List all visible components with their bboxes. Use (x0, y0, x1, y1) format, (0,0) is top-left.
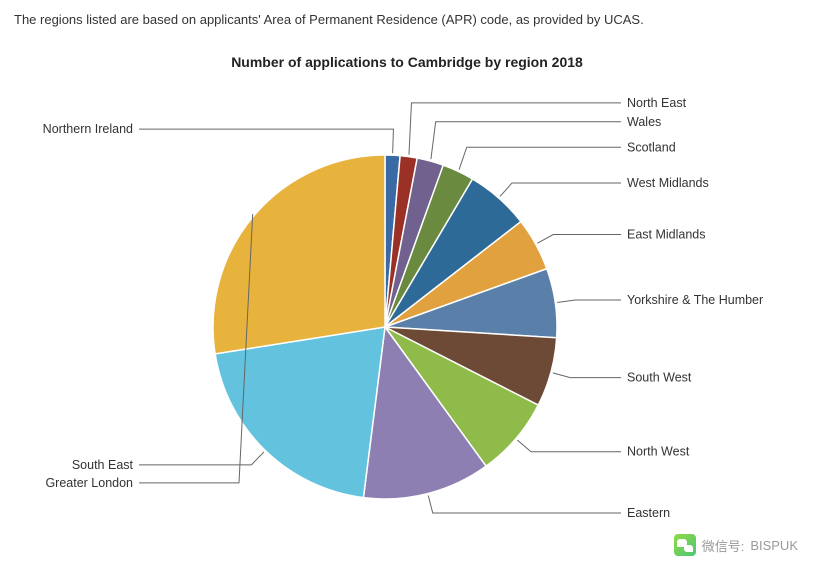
watermark-id: BISPUK (750, 538, 798, 553)
pie-chart-svg: Northern Ireland North East Wales Scotland W… (0, 72, 814, 542)
leader-line (139, 452, 264, 465)
slice-label: North East (627, 96, 687, 110)
leader-line (139, 129, 393, 153)
slice-label: East Midlands (627, 228, 706, 242)
wechat-icon (674, 534, 696, 556)
slice-label: Northern Ireland (43, 122, 133, 136)
slice-label: South West (627, 371, 692, 385)
slice-label: South East (72, 458, 134, 472)
leader-line (500, 183, 621, 197)
leader-line (431, 122, 621, 159)
pie-chart: Northern Ireland North East Wales Scotland W… (0, 72, 814, 542)
watermark: 微信号: BISPUK (674, 534, 798, 556)
pie-slice (215, 327, 385, 498)
slice-label: Wales (627, 115, 661, 129)
description-text: The regions listed are based on applican… (14, 12, 644, 27)
leader-line (557, 300, 621, 303)
slice-label: North West (627, 445, 690, 459)
slice-label: Yorkshire & The Humber (627, 293, 763, 307)
leader-line (553, 373, 621, 378)
slice-label: Eastern (627, 506, 670, 520)
leader-line (517, 440, 621, 452)
leader-line (428, 496, 621, 513)
chart-title: Number of applications to Cambridge by r… (0, 54, 814, 70)
slice-label: West Midlands (627, 176, 709, 190)
leader-line (459, 147, 621, 169)
slice-label: Scotland (627, 140, 676, 154)
pie-slice (213, 155, 385, 354)
slice-label: Greater London (45, 476, 133, 490)
leader-line (537, 235, 621, 244)
watermark-prefix: 微信号: (702, 536, 745, 555)
